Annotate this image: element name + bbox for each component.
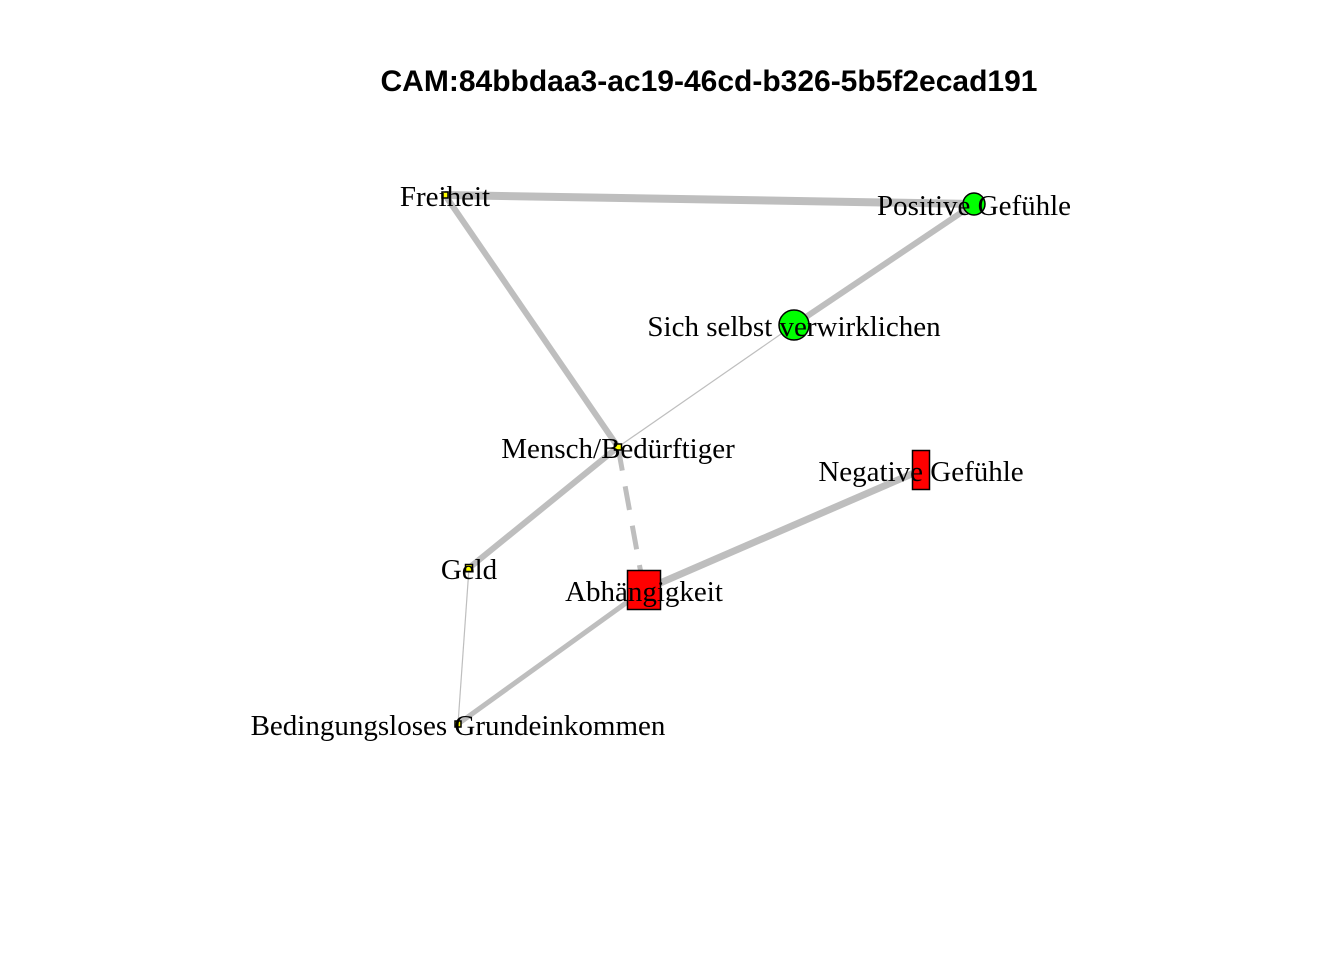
node-shape-geld [464,563,474,573]
node-selbst: Sich selbst verwirklichen [647,309,941,343]
edge-abhaengigkeit-bge [456,587,646,727]
node-shape-freiheit [441,191,449,199]
node-label-geld: Geld [441,554,498,586]
nodes-layer: Freiheit Positive Gefühle Sich selbst verw… [251,181,1071,742]
edge-selbst-mensch [617,324,795,448]
node-label-freiheit: Freiheit [400,181,490,213]
edge-abhaengigkeit-negative [642,466,923,594]
node-shape-abhaengigkeit [626,569,662,611]
node-shape-positive [962,192,986,216]
node-positive: Positive Gefühle [877,190,1071,222]
node-label-positive: Positive Gefühle [877,190,1071,222]
node-shape-selbst [778,309,810,341]
node-label-bge: Bedingungsloses Grundeinkommen [251,710,666,742]
node-mensch: Mensch/Bedürftiger [501,433,735,465]
node-negative: Negative Gefühle [818,449,1024,491]
edge-positive-selbst [792,201,976,328]
node-label-selbst: Sich selbst verwirklichen [647,311,941,343]
edge-mensch-abhaengigkeit [615,446,647,591]
node-shape-negative [911,449,931,491]
edges-layer [442,191,976,727]
edge-freiheit-mensch [442,193,621,449]
node-shape-mensch [613,443,623,451]
node-freiheit: Freiheit [400,181,490,213]
map-title: CAM:84bbdaa3-ac19-46cd-b326-5b5f2ecad191 [381,65,1038,98]
edge-mensch-geld [467,444,620,571]
node-shape-bge [454,720,462,728]
node-label-negative: Negative Gefühle [818,456,1023,488]
edge-freiheit-positive [444,191,975,208]
edge-geld-bge [457,567,470,725]
node-label-mensch: Mensch/Bedürftiger [501,433,735,465]
node-bge: Bedingungsloses Grundeinkommen [251,710,666,742]
node-abhaengigkeit: Abhängigkeit [565,569,723,611]
node-geld: Geld [441,554,498,586]
node-label-abhaengigkeit: Abhängigkeit [565,576,723,608]
